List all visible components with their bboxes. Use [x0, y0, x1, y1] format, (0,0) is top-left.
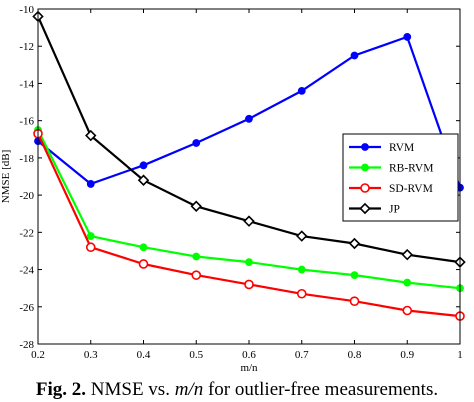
legend-marker-sd-rvm	[360, 183, 370, 193]
x-tick-label-7: 0.9	[400, 349, 414, 361]
data-point-rvm-7	[403, 33, 412, 41]
data-point-rb-rvm-2	[139, 243, 148, 252]
y-tick-label-7: -24	[19, 265, 34, 277]
data-point-jp-5	[296, 230, 308, 242]
x-tick-label-3: 0.5	[189, 349, 203, 361]
data-point-rb-rvm-1	[86, 232, 95, 240]
data-point-rb-rvm-7	[403, 278, 412, 287]
legend-label-rvm: RVM	[389, 142, 414, 154]
figure-label: Fig. 2.	[35, 379, 87, 400]
data-point-sd-rvm-1	[85, 242, 96, 253]
caption-text-before: NMSE vs.	[86, 379, 175, 400]
data-point-jp-4	[243, 215, 255, 227]
axes-layer: 0.2 0.3 0.4 0.5 0.6 0.7 0.8 0.9 1 -10 -12 -14 -16 -18…	[0, 4, 463, 374]
legend-label-jp: JP	[389, 204, 400, 216]
y-tick-label-3: -16	[19, 116, 34, 128]
figure-caption: Fig. 2. NMSE vs. m/n for outlier-free me…	[0, 379, 474, 401]
y-tick-label-6: -22	[19, 227, 34, 239]
data-point-rb-rvm-6	[350, 271, 359, 280]
data-point-rvm-6	[350, 51, 359, 60]
x-axis-label: m/n	[240, 362, 258, 374]
data-point-rvm-4	[245, 114, 253, 123]
data-point-sd-rvm-5	[296, 288, 307, 299]
data-point-rb-rvm-5	[297, 265, 306, 274]
x-tick-label-5: 0.7	[295, 349, 309, 361]
data-point-rvm-5	[297, 86, 306, 95]
data-point-rvm-3	[192, 139, 201, 147]
data-point-sd-rvm-2	[138, 259, 149, 269]
data-point-jp-2	[137, 174, 150, 186]
x-tick-label-2: 0.4	[137, 349, 151, 361]
data-point-rvm-2	[139, 161, 148, 170]
caption-variable: m/n	[174, 379, 204, 400]
data-point-sd-rvm-4	[244, 279, 254, 290]
data-point-jp-1	[85, 129, 97, 142]
legend-label-sd-rvm: SD-RVM	[389, 183, 433, 195]
data-point-sd-rvm-6	[349, 296, 360, 306]
y-tick-label-0: -10	[19, 4, 34, 16]
legend-marker-jp	[359, 202, 371, 215]
y-tick-label-4: -18	[19, 153, 34, 165]
legend: RVM RB-RVM SD-RVM JP	[342, 133, 459, 222]
y-tick-label-8: -26	[19, 302, 34, 314]
y-tick-label-9: -28	[19, 339, 34, 351]
data-point-sd-rvm-3	[191, 270, 202, 280]
data-point-sd-rvm-7	[402, 305, 413, 316]
data-point-jp-7	[401, 248, 413, 261]
x-tick-label-4: 0.6	[242, 349, 256, 361]
y-tick-label-1: -12	[19, 41, 34, 53]
legend-label-rb-rvm: RB-RVM	[389, 163, 433, 175]
caption-text-after: for outlier-free measurements.	[203, 379, 439, 400]
legend-marker-rb-rvm	[361, 163, 369, 172]
y-axis-label: NMSE [dB]	[0, 150, 12, 203]
x-tick-label-0: 0.2	[31, 349, 45, 361]
y-tick-label-2: -14	[19, 78, 34, 90]
legend-marker-rvm	[361, 143, 369, 151]
data-point-rvm-1	[86, 180, 95, 188]
x-tick-label-1: 0.3	[84, 349, 98, 361]
data-point-rb-rvm-4	[245, 258, 253, 267]
y-tick-label-5: -20	[19, 190, 34, 202]
x-tick-label-8: 1	[457, 349, 463, 361]
data-point-jp-3	[190, 200, 202, 213]
data-point-jp-6	[348, 237, 361, 250]
data-point-rb-rvm-3	[192, 252, 201, 261]
x-tick-label-6: 0.8	[348, 349, 362, 361]
